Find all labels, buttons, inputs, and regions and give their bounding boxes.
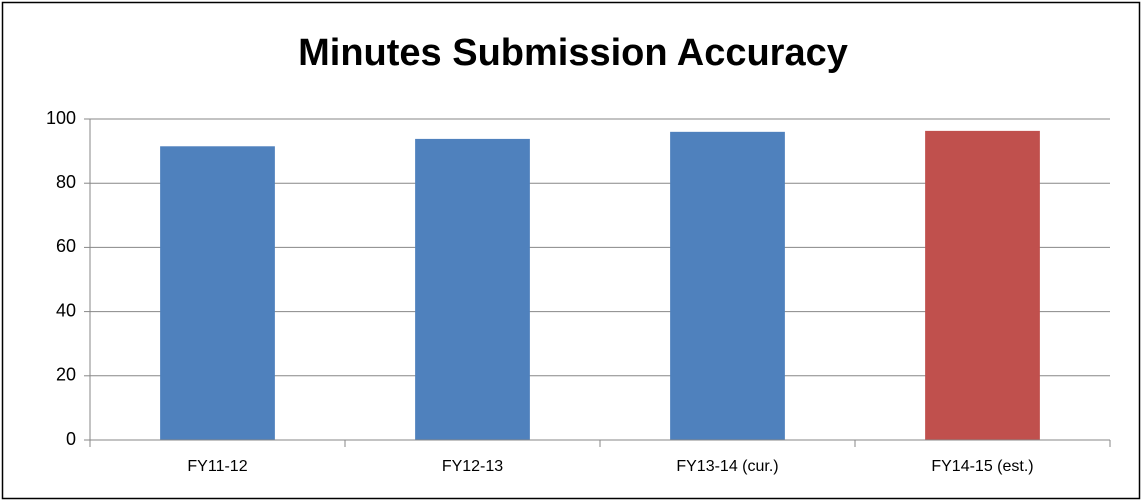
bar (415, 138, 530, 441)
y-tick-label: 40 (56, 300, 76, 320)
x-tick-label: FY11-12 (187, 458, 247, 475)
y-tick-label: 60 (56, 236, 76, 256)
y-tick-label: 20 (56, 365, 76, 385)
bar (925, 130, 1040, 440)
bar (160, 146, 275, 440)
y-tick-label: 80 (56, 172, 76, 192)
x-tick-label: FY12-13 (442, 458, 503, 475)
bar (670, 131, 785, 440)
chart-title: Minutes Submission Accuracy (298, 32, 848, 74)
y-tick-label: 100 (46, 108, 76, 128)
y-tick-label: 0 (66, 429, 76, 449)
x-tick-label: FY13-14 (cur.) (676, 458, 778, 475)
x-tick-label: FY14-15 (est.) (931, 458, 1033, 475)
